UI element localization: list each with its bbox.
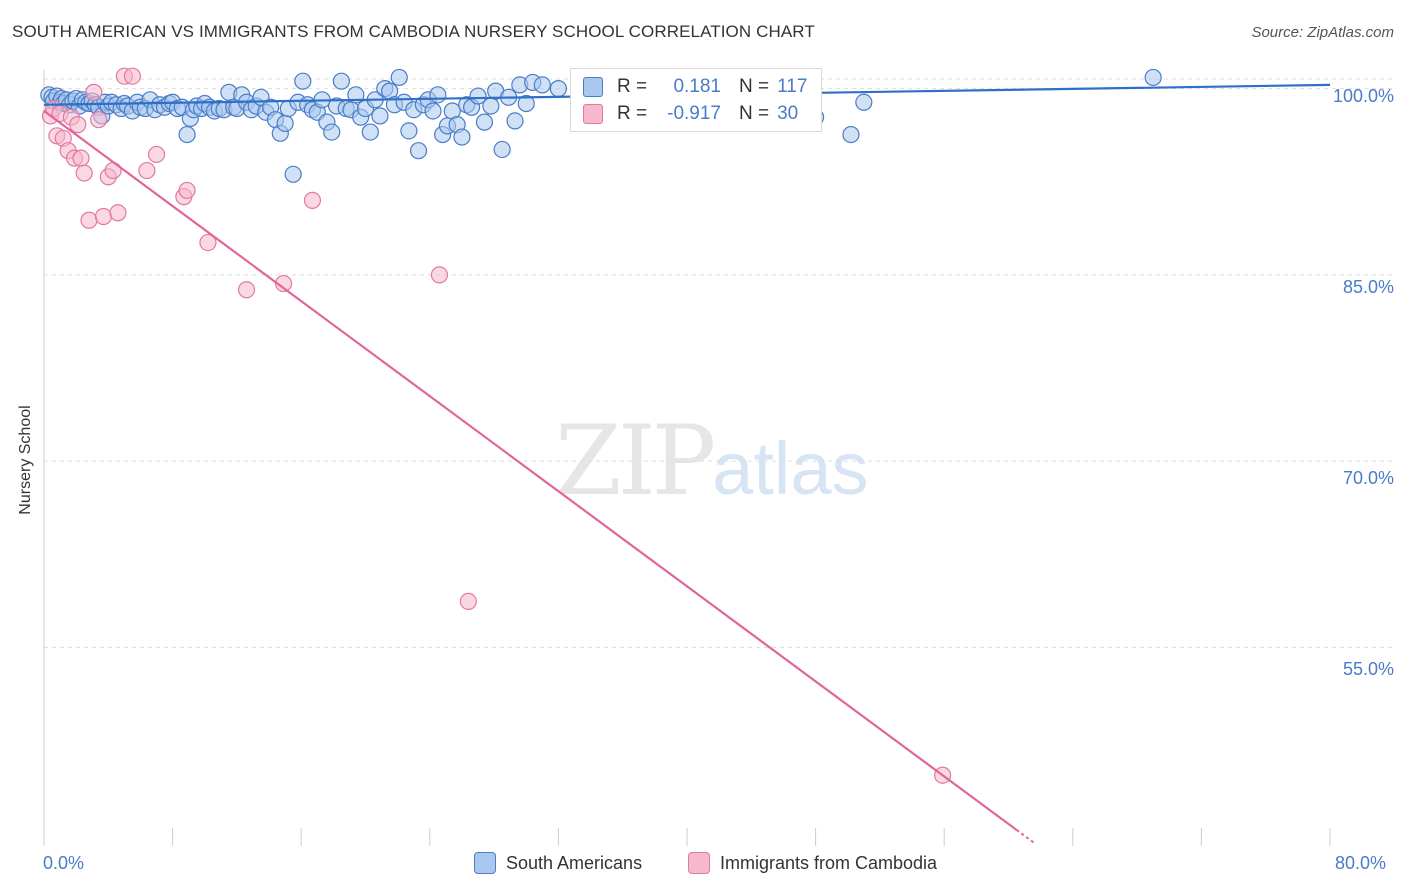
point-immigrants-from-cambodia: [274, 274, 293, 293]
point-south-americans: [453, 128, 471, 146]
point-immigrants-from-cambodia: [430, 266, 449, 284]
bottom-legend-swatch-blue: [474, 852, 496, 874]
source-label: Source: ZipAtlas.com: [1251, 24, 1394, 41]
axes: [43, 70, 1331, 846]
legend-r-label: R =: [617, 103, 648, 124]
point-immigrants-from-cambodia: [147, 145, 166, 164]
point-south-americans: [178, 125, 196, 144]
trend-line-extension: [1015, 829, 1037, 845]
trend-line-immigrants-from-cambodia: [43, 110, 1018, 831]
point-immigrants-from-cambodia: [109, 204, 127, 222]
y-tick-label-100: 100.0%: [1332, 86, 1394, 106]
series-immigrants-from-cambodia: [41, 67, 952, 784]
legend-r-value: -0.917: [667, 103, 721, 124]
point-immigrants-from-cambodia: [75, 164, 93, 182]
gridlines: [44, 78, 1392, 648]
bottom-legend-south-americans: South Americans: [474, 852, 642, 874]
point-immigrants-from-cambodia: [69, 116, 87, 134]
point-south-americans: [533, 76, 551, 94]
legend-row-south-americans: R = 0.181 N = 117: [583, 75, 807, 99]
point-south-americans: [424, 102, 442, 120]
bottom-legend-label: South Americans: [506, 852, 643, 873]
trend-lines: [43, 83, 1331, 845]
point-immigrants-from-cambodia: [199, 233, 217, 252]
bottom-legend-swatch-pink: [688, 852, 710, 874]
point-immigrants-from-cambodia: [178, 181, 196, 200]
point-south-americans: [493, 140, 511, 159]
point-immigrants-from-cambodia: [94, 207, 113, 226]
point-south-americans: [475, 113, 494, 131]
bottom-legend: South Americans Immigrants from Cambodia: [0, 852, 1406, 878]
point-south-americans: [517, 94, 535, 113]
point-south-americans: [482, 97, 500, 115]
legend-n-label: N =: [739, 76, 770, 97]
point-south-americans: [409, 142, 428, 160]
point-immigrants-from-cambodia: [123, 67, 142, 85]
legend-n-value: 30: [777, 103, 799, 124]
point-south-americans: [276, 114, 294, 132]
bottom-legend-cambodia: Immigrants from Cambodia: [688, 852, 937, 874]
point-immigrants-from-cambodia: [237, 281, 256, 299]
point-south-americans: [1144, 68, 1162, 87]
point-south-americans: [323, 123, 341, 141]
point-immigrants-from-cambodia: [85, 83, 103, 101]
point-south-americans: [284, 165, 302, 183]
point-south-americans: [842, 125, 860, 144]
point-south-americans: [332, 72, 350, 90]
y-tick-label-70: 70.0%: [1342, 468, 1394, 488]
point-south-americans: [855, 93, 873, 111]
legend-r-value: 0.181: [673, 76, 721, 97]
correlation-legend: R = 0.181 N = 117 R = -0.917 N = 30: [570, 68, 822, 132]
point-immigrants-from-cambodia: [90, 111, 108, 129]
bottom-legend-label: Immigrants from Cambodia: [720, 852, 938, 873]
watermark-atlas: atlas: [712, 427, 869, 510]
y-tick-label-55: 55.0%: [1342, 659, 1394, 679]
point-south-americans: [390, 68, 408, 87]
point-immigrants-from-cambodia: [138, 161, 156, 180]
legend-swatch-blue: [583, 77, 603, 97]
x-tick-label-min: 0.0%: [43, 853, 85, 873]
point-south-americans: [549, 80, 568, 98]
point-south-americans: [361, 123, 379, 141]
legend-n-value: 117: [777, 76, 808, 97]
point-south-americans: [429, 86, 447, 104]
point-immigrants-from-cambodia: [303, 191, 322, 209]
x-tick-label-max: 80.0%: [1335, 853, 1387, 873]
point-immigrants-from-cambodia: [459, 592, 477, 611]
legend-swatch-pink: [583, 104, 603, 124]
point-south-americans: [400, 122, 418, 140]
point-immigrants-from-cambodia: [80, 211, 98, 229]
point-south-americans: [469, 87, 487, 105]
point-south-americans: [506, 112, 524, 130]
point-immigrants-from-cambodia: [72, 149, 90, 167]
point-south-americans: [371, 107, 389, 125]
legend-r-label: R =: [617, 76, 648, 97]
legend-n-label: N =: [739, 103, 770, 124]
legend-row-cambodia: R = -0.917 N = 30: [583, 102, 798, 126]
y-tick-label-85: 85.0%: [1342, 277, 1394, 297]
point-south-americans: [294, 72, 312, 90]
chart-title: SOUTH AMERICAN VS IMMIGRANTS FROM CAMBOD…: [12, 22, 815, 41]
